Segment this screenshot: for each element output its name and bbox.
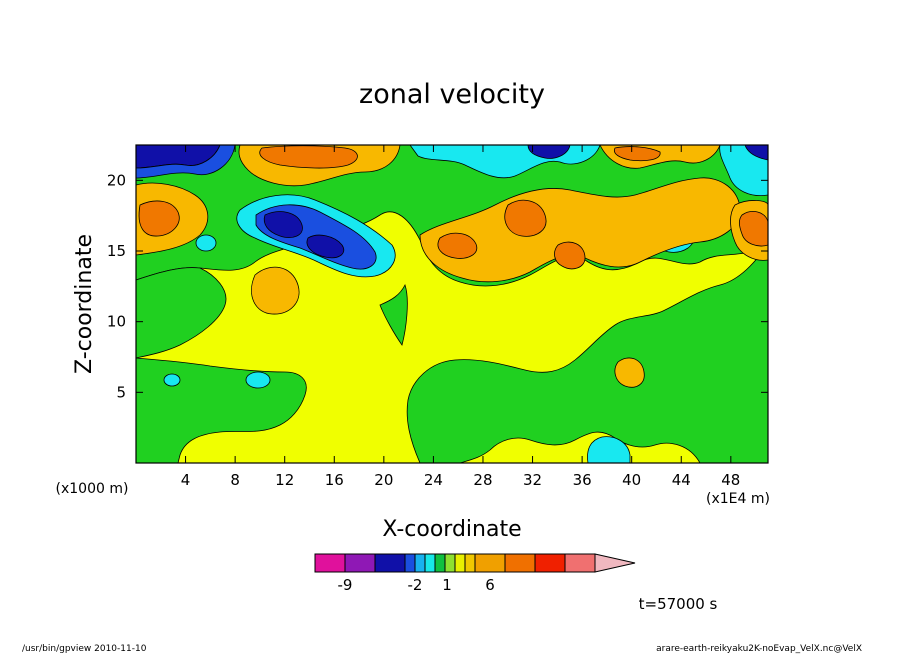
contour-navy-topright <box>744 145 768 161</box>
contour-cyan-topright <box>719 145 768 197</box>
chart-title: zonal velocity <box>359 79 545 110</box>
x-tick-label: 20 <box>374 471 393 489</box>
footer-right: arare-earth-reikyaku2K-noEvap_VelX.nc@Ve… <box>656 644 862 654</box>
contour-orange-top <box>259 145 358 169</box>
y-tick-label: 15 <box>107 242 126 260</box>
contour-cyan-small-a <box>195 234 217 252</box>
colorbar-segment <box>424 553 436 573</box>
colorbar-segment <box>344 553 376 573</box>
x-tick-label: 32 <box>523 471 542 489</box>
colorbar-segment <box>454 553 466 573</box>
colorbar-segment <box>414 553 426 573</box>
contour-cyan-small-left <box>163 373 181 387</box>
contour-orange-topright <box>613 146 661 162</box>
contour-lightorange-low <box>614 357 645 388</box>
contour-navy-jet <box>263 211 303 238</box>
contour-blue-topleft <box>136 145 236 179</box>
x-tick-label: 40 <box>622 471 641 489</box>
contour-cyan-low-left <box>245 371 271 389</box>
colorbar-segment <box>444 553 456 573</box>
contour-cyan-bottom <box>587 436 631 463</box>
x-tick-label: 36 <box>573 471 592 489</box>
x-tick-label: 24 <box>424 471 443 489</box>
colorbar-segment <box>474 553 506 573</box>
contour-navy-jet-core <box>306 234 345 259</box>
colorbar-tick-label: 1 <box>442 576 452 594</box>
x-tick-label: 48 <box>721 471 740 489</box>
colorbar-segment <box>404 553 416 573</box>
contour-green-center-sliver <box>379 283 408 346</box>
plot-frame <box>135 144 769 464</box>
contour-orange-right <box>738 211 768 247</box>
colorbar-segment <box>314 553 346 573</box>
contour-orange-band-b <box>437 232 478 259</box>
x-tick-label: 8 <box>230 471 240 489</box>
colorbar-segment <box>434 553 446 573</box>
x-tick-label: 16 <box>325 471 344 489</box>
contour-green-left <box>136 267 227 359</box>
x-unit-right: (x1E4 m) <box>706 491 770 507</box>
colorbar-segment <box>564 553 596 573</box>
contour-navy-top-middle <box>527 145 571 159</box>
colorbar-arrow <box>594 553 636 573</box>
contour-orange-left <box>138 200 180 237</box>
contour-lightorange-mid <box>251 266 300 315</box>
x-unit-left: (x1000 m) <box>56 481 129 497</box>
x-tick-label: 28 <box>473 471 492 489</box>
contour-orange-band-c <box>554 241 586 270</box>
x-tick-label: 4 <box>181 471 191 489</box>
colorbar-segment <box>464 553 476 573</box>
colorbar-segment <box>534 553 566 573</box>
y-axis: 5 10 15 20 <box>107 171 768 401</box>
contour-green-right-lower <box>406 244 768 463</box>
time-label: t=57000 s <box>639 595 718 613</box>
x-tick-label: 44 <box>672 471 691 489</box>
x-tick-label: 12 <box>275 471 294 489</box>
colorbar-tick-label: 6 <box>485 576 495 594</box>
x-axis: 4 8 12 16 20 24 28 32 36 40 44 48 <box>181 145 740 489</box>
contour-orange-band-a <box>504 199 547 237</box>
colorbar-tick-labels: -9 -2 1 6 <box>338 576 495 594</box>
y-axis-label: Z-coordinate <box>72 234 97 374</box>
colorbar-tick-label: -9 <box>338 576 353 594</box>
y-tick-label: 20 <box>107 171 126 189</box>
y-tick-label: 5 <box>116 383 126 401</box>
colorbar-segment <box>374 553 406 573</box>
colorbar-segment <box>504 553 536 573</box>
plot-area <box>136 145 768 463</box>
y-tick-label: 10 <box>107 313 126 331</box>
x-axis-label: X-coordinate <box>382 517 521 542</box>
colorbar <box>314 553 636 573</box>
colorbar-tick-label: -2 <box>408 576 423 594</box>
footer-left: /usr/bin/gpview 2010-11-10 <box>22 644 147 654</box>
